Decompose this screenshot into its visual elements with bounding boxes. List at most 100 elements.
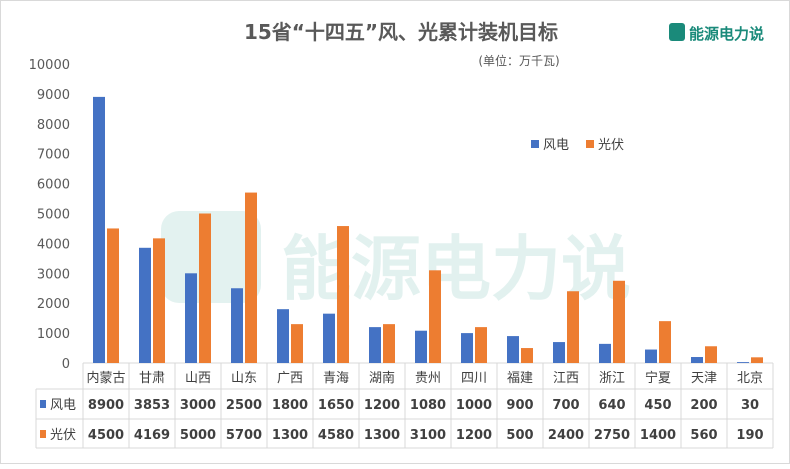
- table-cell: 450: [644, 398, 671, 413]
- category-label: 广西: [277, 371, 303, 386]
- table-cell: 1800: [272, 398, 308, 413]
- bar-wind: [645, 349, 657, 363]
- table-cell: 190: [736, 428, 763, 443]
- bar-wind: [93, 96, 105, 363]
- bar-solar: [383, 324, 395, 363]
- table-cell: 1300: [272, 428, 308, 443]
- category-label: 山西: [185, 371, 211, 386]
- bar-wind: [277, 309, 289, 363]
- table-cell: 5700: [226, 428, 262, 443]
- bar-solar: [613, 280, 625, 363]
- legend-swatch: [531, 140, 539, 148]
- category-label: 甘肃: [139, 371, 165, 386]
- legend-swatch: [586, 140, 594, 148]
- bar-wind: [461, 333, 473, 363]
- table-cell: 560: [690, 428, 717, 443]
- bar-wind: [323, 313, 335, 363]
- category-label: 湖南: [369, 370, 395, 386]
- table-cell: 3000: [180, 398, 216, 413]
- bar-solar: [245, 192, 257, 363]
- table-cell: 2500: [226, 398, 262, 413]
- logo-text: 能源电力说: [689, 25, 764, 43]
- table-cell: 1200: [456, 428, 492, 443]
- table-cell: 200: [690, 398, 717, 413]
- table-cell: 1000: [456, 398, 492, 413]
- bar-wind: [231, 288, 243, 363]
- table-cell: 4500: [88, 428, 124, 443]
- logo-icon: [669, 23, 685, 41]
- bar-solar: [291, 324, 303, 363]
- y-tick-label: 9000: [37, 88, 70, 103]
- table-cell: 3853: [134, 398, 170, 413]
- y-tick-label: 10000: [29, 58, 70, 73]
- bar-solar: [107, 228, 119, 363]
- y-tick-label: 6000: [37, 178, 70, 193]
- category-label: 浙江: [599, 371, 625, 386]
- bar-wind: [415, 330, 427, 363]
- table-cell: 2400: [548, 428, 584, 443]
- bar-solar: [521, 348, 533, 363]
- table-cell: 700: [552, 398, 579, 413]
- table-cell: 1200: [364, 398, 400, 413]
- logo: 能源电力说: [669, 23, 764, 43]
- table-cell: 5000: [180, 428, 216, 443]
- bar-wind: [599, 343, 611, 363]
- bar-solar: [429, 270, 441, 363]
- bar-solar: [659, 321, 671, 363]
- table-cell: 1650: [318, 398, 354, 413]
- table-cell: 8900: [88, 398, 124, 413]
- bar-solar: [153, 238, 165, 363]
- bar-solar: [337, 226, 349, 363]
- category-label: 宁夏: [645, 370, 671, 386]
- y-tick-label: 3000: [37, 267, 70, 282]
- category-label: 贵州: [415, 371, 441, 386]
- table-series-label: 风电: [50, 398, 76, 413]
- table-cell: 640: [598, 398, 625, 413]
- category-label: 内蒙古: [86, 370, 125, 386]
- bar-wind: [737, 362, 749, 363]
- table-cell: 1080: [410, 398, 446, 413]
- bar-wind: [139, 247, 151, 363]
- chart-title: 15省“十四五”风、光累计装机目标: [244, 20, 558, 44]
- category-label: 四川: [461, 371, 487, 386]
- table-cell: 4580: [318, 428, 354, 443]
- bar-solar: [199, 213, 211, 363]
- table-cell: 900: [506, 398, 533, 413]
- category-label: 江西: [553, 371, 579, 386]
- bar-solar: [751, 357, 763, 363]
- y-tick-label: 5000: [37, 208, 70, 223]
- table-cell: 3100: [410, 428, 446, 443]
- bar-wind: [185, 273, 197, 363]
- bar-solar: [705, 346, 717, 363]
- legend-label: 风电: [543, 138, 569, 153]
- bar-solar: [567, 291, 579, 363]
- table-cell: 2750: [594, 428, 630, 443]
- category-label: 山东: [231, 371, 257, 386]
- table-legend-key: [40, 430, 46, 438]
- y-tick-label: 8000: [37, 118, 70, 133]
- y-tick-label: 4000: [37, 237, 70, 252]
- table-cell: 30: [741, 398, 759, 413]
- y-tick-label: 1000: [37, 327, 70, 342]
- table-legend-key: [40, 400, 46, 408]
- category-label: 青海: [323, 371, 349, 386]
- table-cell: 1400: [640, 428, 676, 443]
- bar-wind: [691, 357, 703, 363]
- y-tick-label: 2000: [37, 297, 70, 312]
- bar-wind: [553, 342, 565, 363]
- bar-wind: [507, 336, 519, 363]
- category-label: 天津: [691, 371, 717, 386]
- table-cell: 4169: [134, 428, 170, 443]
- category-label: 福建: [507, 371, 533, 386]
- table-series-label: 光伏: [50, 428, 76, 443]
- table-cell: 1300: [364, 428, 400, 443]
- bar-solar: [475, 327, 487, 363]
- legend-label: 光伏: [598, 138, 624, 153]
- y-tick-label: 0: [62, 357, 70, 372]
- chart-subtitle: (单位：万千瓦): [478, 53, 559, 68]
- bar-wind: [369, 327, 381, 363]
- table-cell: 500: [506, 428, 533, 443]
- category-label: 北京: [737, 371, 763, 386]
